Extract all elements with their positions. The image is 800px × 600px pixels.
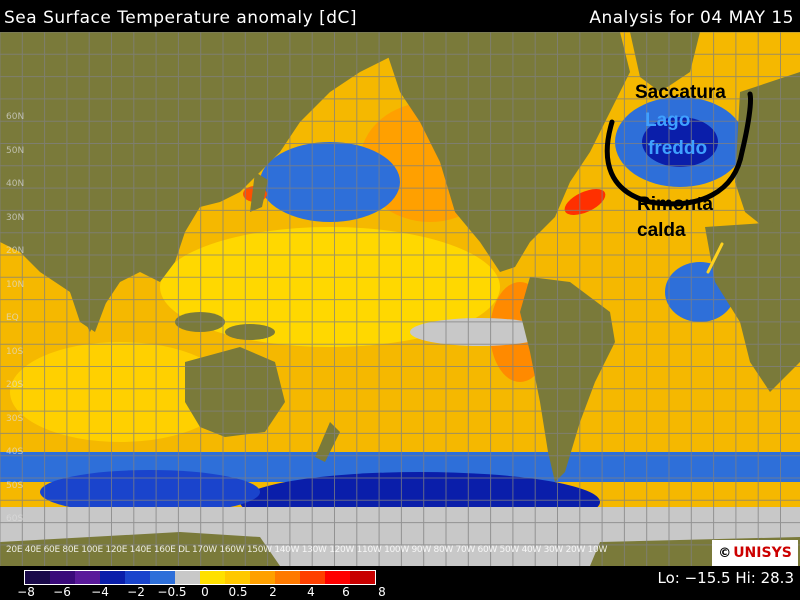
cool-patch-npac <box>260 142 400 222</box>
trough-outline <box>604 91 753 207</box>
legend-tick-label: −8 <box>17 585 35 599</box>
eurasia-land <box>0 32 420 332</box>
latitude-labels: 60N 50N 40N 30N 20N 10N EQ 10S 20S 30S 40S 50S 60S <box>6 32 36 566</box>
map-canvas <box>0 32 800 566</box>
legend-swatch <box>100 571 125 584</box>
neutral-patch <box>410 318 550 346</box>
longitude-labels: 20E 40E 60E 80E 100E 120E 140E 160E DL 1… <box>6 545 608 555</box>
latitude-label: 60N <box>6 112 25 122</box>
latitude-label: 40N <box>6 179 25 189</box>
sst-anomaly-map: 60N 50N 40N 30N 20N 10N EQ 10S 20S 30S 40S 50S 60S 2… <box>0 32 800 566</box>
lat-lon-grid <box>0 32 800 566</box>
annotation-saccatura: Saccatura <box>635 82 726 103</box>
south-america-land <box>520 277 615 482</box>
legend-tick-label: −4 <box>91 585 109 599</box>
antarctica-land-west <box>0 532 280 566</box>
legend-swatch <box>50 571 75 584</box>
latitude-label: 60S <box>6 514 24 524</box>
annotation-rimonta: Rimonta <box>637 194 713 215</box>
latitude-label: 50S <box>6 480 24 491</box>
lo-hi-readout: Lo: −15.5 Hi: 28.3 <box>657 569 795 587</box>
japan-land <box>250 172 268 212</box>
legend-swatch <box>25 571 50 584</box>
cold-band-so-west <box>40 470 260 514</box>
australia-land <box>185 347 285 437</box>
legend-area: −8 −6 −4 −2 −0.5 0 0.5 2 4 6 8 Lo: −15.5 Hi: 28.3 <box>0 566 800 600</box>
latitude-label: 20S <box>6 380 24 390</box>
north-america-land <box>380 32 630 272</box>
latitude-label: 40S <box>6 447 24 457</box>
title-bar: Sea Surface Temperature anomaly [dC] Ana… <box>0 0 800 32</box>
legend-swatch <box>150 571 175 584</box>
legend-swatch <box>175 571 200 584</box>
legend-swatch <box>225 571 250 584</box>
annotation-lago: Lago <box>645 110 691 131</box>
land-masses <box>0 32 800 566</box>
new-guinea-land <box>225 324 275 340</box>
legend-swatch <box>125 571 150 584</box>
latitude-label: 30S <box>6 413 24 424</box>
map-title: Sea Surface Temperature anomaly [dC] <box>4 8 358 28</box>
legend-tick-label: −0.5 <box>157 585 187 599</box>
legend-tick-labels: −8 −6 −4 −2 −0.5 0 0.5 2 4 6 8 <box>0 585 420 599</box>
gulf-stream-hotspot <box>564 189 606 215</box>
legend-swatch <box>350 571 375 584</box>
legend-swatch <box>75 571 100 584</box>
latitude-label: EQ <box>6 313 19 323</box>
color-legend-bar <box>24 570 376 585</box>
warm-ridge-arrow <box>706 242 724 274</box>
logo-name: UNISYS <box>733 545 792 561</box>
latitude-label: 20N <box>6 246 25 256</box>
legend-tick-label: 4 <box>307 585 315 599</box>
legend-tick-label: −2 <box>127 585 145 599</box>
cold-core-natl <box>642 117 718 167</box>
legend-swatch <box>250 571 275 584</box>
india-land <box>60 262 110 332</box>
legend-swatch <box>200 571 225 584</box>
latitude-label: 30N <box>6 212 25 223</box>
annotation-freddo: freddo <box>648 138 708 159</box>
legend-swatch <box>300 571 325 584</box>
copyright-symbol: © <box>718 545 732 561</box>
legend-swatch <box>275 571 300 584</box>
annotation-calda: calda <box>637 220 686 241</box>
latitude-label: 50N <box>6 145 25 156</box>
analysis-date: Analysis for 04 MAY 15 <box>589 8 794 28</box>
legend-tick-label: 8 <box>378 585 386 599</box>
legend-swatch <box>325 571 350 584</box>
legend-tick-label: 0 <box>201 585 209 599</box>
africa-land <box>705 222 800 392</box>
unisys-logo: © UNISYS <box>712 540 798 566</box>
latitude-label: 10N <box>6 279 25 290</box>
new-zealand-land <box>315 422 340 462</box>
legend-tick-label: −6 <box>53 585 71 599</box>
legend-tick-label: 0.5 <box>228 585 248 599</box>
latitude-label: 10S <box>6 346 24 357</box>
legend-tick-label: 2 <box>269 585 277 599</box>
legend-tick-label: 6 <box>342 585 350 599</box>
